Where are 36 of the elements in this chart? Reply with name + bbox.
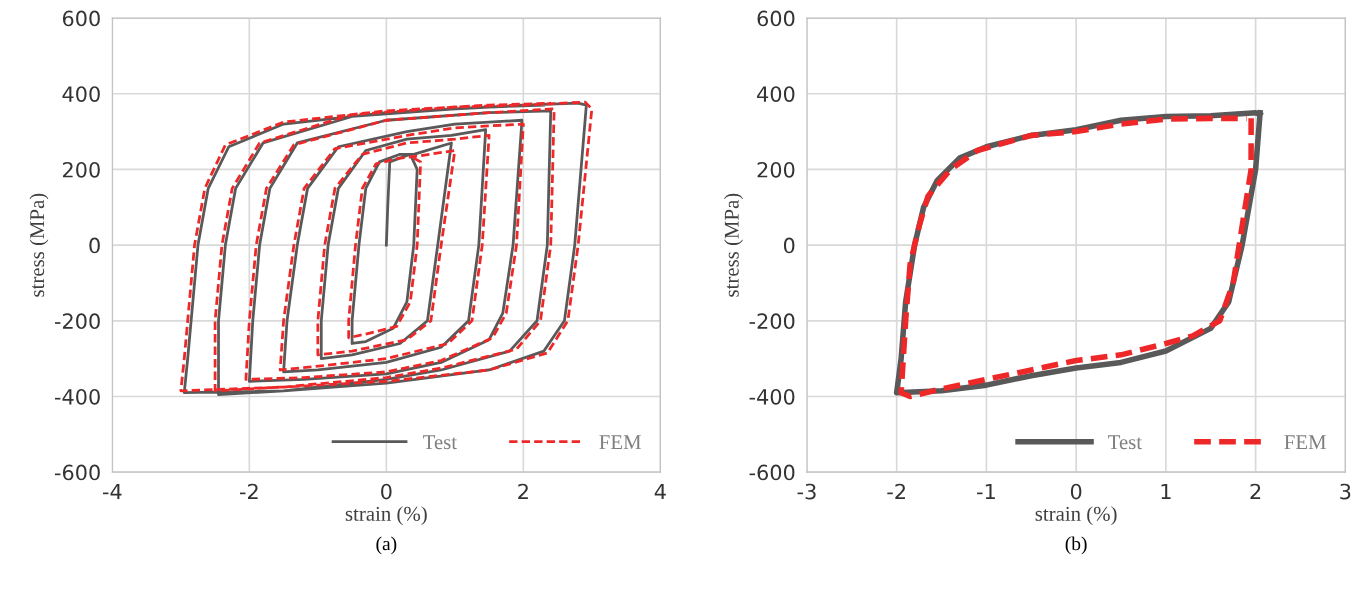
x-tick-label: -2: [239, 483, 258, 500]
y-tick-label: -400: [54, 388, 100, 405]
y-tick-label: -200: [749, 313, 795, 330]
y-tick-label: 400: [62, 86, 100, 102]
y-tick-label: -400: [749, 388, 795, 405]
legend-label: FEM: [1284, 435, 1326, 449]
y-tick-label: 0: [783, 237, 795, 254]
y-tick-label: -600: [749, 464, 795, 481]
y-axis-title: stress (MPa): [29, 193, 49, 297]
y-tick-label: -600: [54, 464, 100, 481]
y-tick-label: 200: [757, 161, 795, 178]
x-tick-label: 3: [1340, 483, 1351, 500]
x-tick-label: -4: [102, 483, 122, 500]
y-tick-label: 200: [62, 161, 100, 178]
x-axis-title: strain (%): [1035, 506, 1117, 526]
x-tick-label: 4: [654, 483, 666, 500]
x-tick-label: -2: [887, 483, 905, 500]
legend-label: FEM: [599, 435, 641, 449]
legend-label: Test: [423, 435, 457, 450]
x-tick-label: 0: [1070, 483, 1082, 500]
x-tick-label: 2: [518, 483, 528, 500]
x-tick-label: -1: [977, 483, 995, 500]
x-tick-label: 2: [1250, 483, 1261, 500]
x-axis-title: strain (%): [345, 506, 427, 526]
y-tick-label: 0: [89, 237, 100, 254]
y-tick-label: 400: [757, 86, 795, 102]
text: (b): [1065, 536, 1087, 555]
text: (a): [376, 536, 397, 555]
y-tick-label: 600: [757, 10, 795, 27]
legend-label: Test: [1108, 435, 1142, 450]
x-tick-label: 1: [1161, 483, 1171, 500]
y-tick-label: -200: [54, 313, 100, 330]
y-axis-title: stress (MPa): [724, 193, 743, 297]
x-tick-label: 0: [381, 483, 392, 500]
x-tick-label: -3: [797, 483, 816, 500]
y-tick-label: 600: [62, 10, 100, 27]
